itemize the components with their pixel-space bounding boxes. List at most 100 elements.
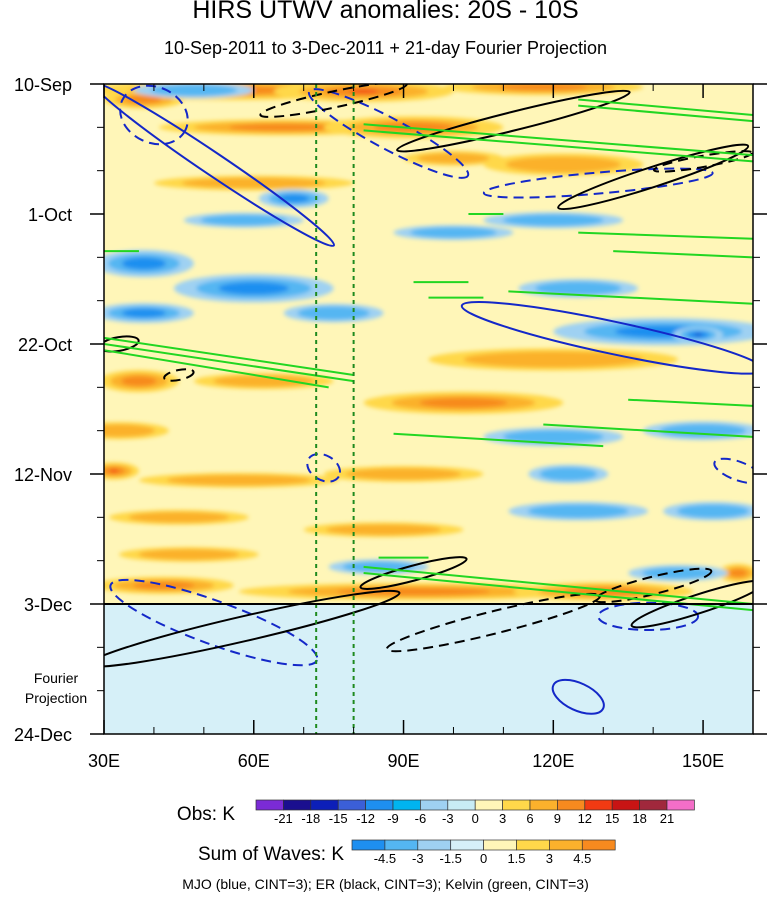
obs-colorbar-swatch (447, 799, 476, 811)
waves-colorbar-level: 0 (480, 851, 487, 866)
negative-anomaly-region (502, 214, 604, 226)
waves-colorbar-swatch (483, 839, 517, 851)
positive-anomaly-region (121, 376, 157, 387)
kelvin-contour (613, 250, 753, 259)
x-tick-label: 150E (682, 751, 724, 771)
x-tick-label: 90E (388, 751, 420, 771)
kelvin-contour (628, 398, 753, 407)
obs-colorbar-swatch (337, 799, 366, 811)
positive-anomaly-region (166, 474, 311, 486)
negative-anomaly-region (502, 430, 604, 444)
positive-anomaly-region (326, 524, 442, 536)
er-contour-negative (104, 589, 401, 668)
obs-colorbar-level: -21 (274, 811, 293, 826)
kelvin-contour (363, 565, 753, 605)
er-contour-positive (163, 368, 195, 382)
positive-anomaly-region (213, 375, 315, 387)
x-tick-label: 30E (88, 751, 120, 771)
negative-anomaly-region (121, 257, 166, 270)
mjo-contour-positive (713, 457, 753, 485)
obs-colorbar-swatch (502, 799, 531, 811)
er-contour-positive (652, 150, 753, 173)
x-tick-label: 120E (532, 751, 574, 771)
mjo-contour-positive (307, 88, 470, 179)
positive-anomaly-region (228, 123, 339, 131)
obs-colorbar-level: -3 (442, 811, 454, 826)
positive-anomaly-region (104, 424, 155, 437)
negative-anomaly-region (527, 504, 629, 518)
chart-title: HIRS UTWV anomalies: 20S - 10S (192, 0, 579, 24)
obs-colorbar-level: 21 (660, 811, 674, 826)
kelvin-contour (104, 336, 354, 376)
obs-colorbar-level: 3 (499, 811, 506, 826)
negative-anomaly-region (150, 84, 237, 96)
mjo-contour-negative (551, 678, 605, 715)
kelvin-contour (104, 343, 354, 383)
positive-anomaly-region (505, 156, 621, 173)
waves-colorbar-swatch (516, 839, 550, 851)
waves-colorbar-swatch (351, 839, 386, 851)
obs-colorbar-swatch (584, 799, 613, 811)
positive-anomaly-region (346, 468, 462, 480)
obs-colorbar-level: 15 (605, 811, 619, 826)
obs-colorbar-swatch (420, 799, 449, 811)
projection-label: Fourier Projection (24, 670, 88, 706)
negative-anomaly-region (297, 306, 370, 320)
negative-anomaly-region (410, 227, 497, 238)
positive-anomaly-region (463, 351, 644, 368)
waves-colorbar-level: 3 (546, 851, 553, 866)
negative-anomaly-region (677, 504, 750, 518)
negative-anomaly-region (278, 194, 310, 203)
er-contour-negative (104, 335, 140, 353)
obs-colorbar-swatch (611, 799, 640, 811)
y-tick-label: 10-Sep (14, 75, 72, 95)
er-contour-negative (359, 556, 468, 590)
positive-anomaly-region (419, 397, 508, 408)
waves-colorbar-swatch (450, 839, 484, 851)
obs-colorbar-level: -15 (329, 811, 348, 826)
y-tick-label: 3-Dec (24, 595, 72, 615)
kelvin-contour (104, 349, 329, 389)
kelvin-contour (508, 290, 753, 305)
obs-colorbar-level: 0 (472, 811, 479, 826)
chart-subtitle: 10-Sep-2011 to 3-Dec-2011 + 21-day Fouri… (163, 38, 608, 58)
y-tick-label: 1-Oct (28, 205, 72, 225)
positive-anomaly-region (729, 568, 747, 578)
waves-colorbar-level: -4.5 (374, 851, 396, 866)
waves-colorbar-swatch (384, 839, 419, 851)
kelvin-contour (578, 98, 753, 116)
waves-colorbar-swatch (549, 839, 583, 851)
negative-anomaly-region (200, 214, 287, 226)
obs-colorbar-swatch (365, 799, 394, 811)
obs-colorbar-swatch (310, 799, 339, 811)
er-contour-negative (396, 89, 631, 153)
positive-anomaly-region (109, 469, 118, 473)
waves-colorbar-level: 1.5 (507, 851, 525, 866)
obs-colorbar-level: 18 (632, 811, 646, 826)
positive-anomaly-region (417, 152, 490, 164)
kelvin-contour (363, 123, 753, 157)
obs-colorbar-swatch (666, 799, 695, 811)
x-tick-label: 60E (238, 751, 270, 771)
obs-colorbar-swatch (474, 799, 503, 811)
negative-anomaly-region (659, 423, 747, 438)
mjo-contour-negative (460, 300, 753, 375)
waves-colorbar-level: -3 (412, 851, 424, 866)
mjo-contour-positive (306, 452, 342, 483)
negative-anomaly-region (218, 282, 289, 295)
negative-anomaly-region (539, 467, 598, 481)
obs-colorbar-swatch (283, 799, 312, 811)
y-tick-label: 22-Oct (18, 335, 72, 355)
waves-colorbar-label: Sum of Waves: K (198, 844, 344, 865)
positive-anomaly-region (138, 549, 240, 560)
er-contour-negative (557, 143, 750, 211)
er-contour-positive (593, 567, 713, 604)
positive-anomaly-region (133, 581, 195, 590)
obs-colorbar-label: Obs: K (177, 804, 235, 825)
obs-colorbar-level: -12 (356, 811, 375, 826)
obs-colorbar-level: -18 (301, 811, 320, 826)
obs-colorbar-swatch (255, 799, 284, 811)
kelvin-contour (393, 432, 604, 448)
obs-colorbar-level: 6 (526, 811, 533, 826)
